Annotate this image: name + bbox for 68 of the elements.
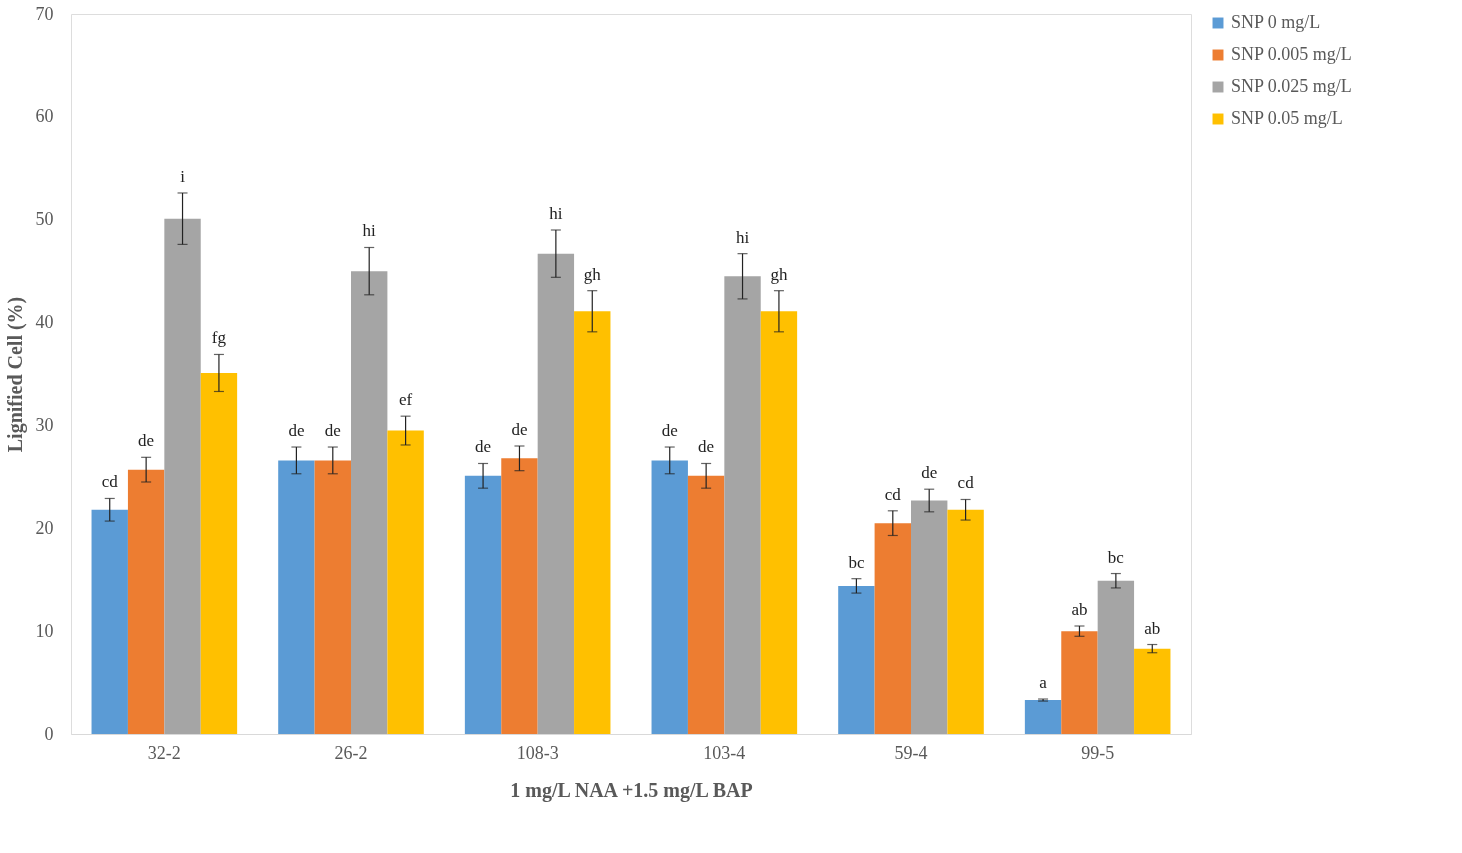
bar — [387, 430, 424, 734]
y-axis-title: Lignified Cell (%) — [3, 296, 27, 453]
data-label: a — [1039, 673, 1048, 693]
bar — [838, 585, 875, 734]
bar — [1134, 648, 1171, 734]
bar — [947, 509, 984, 734]
data-label: i — [180, 166, 186, 186]
bar — [911, 500, 948, 734]
bar — [724, 276, 761, 734]
bar — [574, 311, 611, 734]
bar — [1061, 631, 1098, 734]
bar — [351, 271, 388, 734]
bar — [874, 523, 911, 734]
x-tick-label: 59-4 — [894, 742, 928, 763]
data-label: ab — [1144, 618, 1161, 638]
legend-label: SNP 0.005 mg/L — [1231, 44, 1352, 64]
data-label: ab — [1071, 600, 1088, 619]
bar — [501, 458, 538, 734]
data-label: cd — [957, 473, 975, 493]
legend-label: SNP 0.05 mg/L — [1231, 108, 1343, 128]
y-tick-label: 70 — [35, 3, 54, 24]
data-label: bc — [848, 552, 865, 572]
y-tick-label: 20 — [35, 517, 54, 538]
y-tick-label: 30 — [35, 414, 54, 435]
data-label: gh — [583, 264, 602, 284]
y-tick-label: 0 — [44, 723, 54, 744]
data-label: cd — [884, 484, 902, 504]
data-label: cd — [101, 472, 119, 492]
bar — [127, 469, 165, 734]
x-tick-label: 32-2 — [147, 742, 181, 763]
bar — [314, 460, 351, 734]
data-label: de — [698, 437, 715, 457]
bar — [537, 253, 575, 734]
bar — [91, 509, 128, 734]
x-tick-label: 108-3 — [516, 742, 559, 763]
bar — [200, 372, 238, 734]
bar — [651, 460, 688, 734]
bar — [464, 475, 502, 734]
bar — [687, 475, 725, 734]
x-tick-label: 103-4 — [703, 742, 746, 763]
y-tick-label: 50 — [35, 209, 54, 230]
bar — [278, 460, 315, 734]
data-label: de — [921, 463, 938, 483]
data-label: hi — [549, 204, 563, 223]
data-label: de — [324, 421, 341, 441]
data-label: ef — [398, 390, 413, 410]
data-label: de — [288, 421, 305, 441]
bar — [164, 218, 201, 734]
data-label: fg — [211, 328, 227, 348]
y-tick-label: 60 — [35, 106, 54, 127]
x-tick-label: 26-2 — [334, 742, 368, 763]
y-tick-label: 10 — [35, 620, 54, 641]
data-label: de — [138, 431, 155, 451]
data-label: bc — [1107, 547, 1125, 567]
x-axis-title: 1 mg/L NAA +1.5 mg/L BAP — [510, 778, 753, 802]
data-label: de — [475, 437, 492, 457]
data-label: hi — [735, 227, 750, 247]
legend-label: SNP 0 mg/L — [1231, 12, 1321, 32]
x-tick-label: 99-5 — [1081, 742, 1115, 763]
bar — [1097, 580, 1135, 734]
data-label: hi — [362, 221, 377, 241]
data-label: de — [661, 421, 678, 441]
data-label: gh — [770, 264, 788, 284]
y-tick-label: 40 — [35, 312, 54, 333]
legend-label: SNP 0.025 mg/L — [1231, 76, 1352, 96]
data-label: de — [511, 420, 528, 439]
bar — [760, 311, 798, 734]
bar — [1024, 700, 1062, 734]
